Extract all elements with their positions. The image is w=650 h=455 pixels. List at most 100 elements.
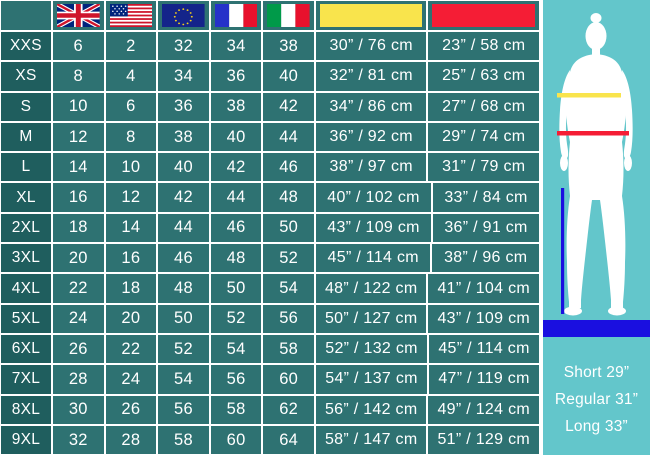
fr-size-cell: 36 — [209, 61, 263, 92]
waist-measurement-cell: 43” / 109 cm — [427, 303, 540, 334]
size-label-cell: XL — [0, 182, 52, 213]
it-size-cell: 62 — [262, 394, 315, 425]
table-row: L 14 10 40 42 46 38” / 97 cm 31” / 79 cm — [0, 152, 540, 183]
table-row: S 10 6 36 38 42 34” / 86 cm 27” / 68 cm — [0, 91, 540, 122]
header-fr-cell — [209, 0, 263, 31]
fr-size-cell: 52 — [209, 303, 263, 334]
table-row: XS 8 4 34 36 40 32” / 81 cm 25” / 63 cm — [0, 61, 540, 92]
length-option-long: Long 33” — [565, 418, 628, 435]
table-row: 5XL 24 20 50 52 56 50” / 127 cm 43” / 109 cm — [0, 303, 540, 334]
bust-measurement-cell: 54” / 137 cm — [314, 364, 429, 395]
waist-measurement-cell: 33” / 84 cm — [432, 182, 540, 213]
it-size-cell: 40 — [262, 61, 315, 92]
size-label-cell: S — [0, 91, 52, 122]
bust-measurement-cell: 50” / 127 cm — [314, 303, 428, 334]
us-size-cell: 22 — [104, 333, 158, 365]
fr-size-cell: 50 — [209, 273, 263, 304]
waist-measurement-cell: 23” / 58 cm — [427, 31, 540, 62]
uk-size-cell: 32 — [52, 424, 105, 455]
uk-size-cell: 8 — [52, 61, 105, 92]
header-us-cell — [104, 0, 158, 31]
waist-measurement-cell: 38” / 96 cm — [431, 243, 540, 274]
fr-size-cell: 60 — [209, 424, 263, 455]
it-size-cell: 46 — [262, 152, 315, 183]
eu-size-cell: 40 — [157, 152, 210, 183]
fr-size-cell: 56 — [209, 364, 263, 395]
size-label-cell: 9XL — [0, 424, 52, 455]
us-size-cell: 12 — [104, 182, 158, 213]
us-flag-icon — [109, 4, 153, 27]
us-size-cell: 26 — [104, 394, 158, 425]
waist-color-swatch — [432, 4, 535, 27]
us-size-cell: 28 — [104, 424, 158, 455]
us-size-cell: 8 — [104, 121, 158, 153]
bust-measurement-cell: 34” / 86 cm — [314, 91, 428, 122]
length-option-regular: Regular 31” — [554, 391, 639, 408]
waist-measurement-cell: 29” / 74 cm — [427, 121, 540, 153]
waist-measurement-cell: 47” / 119 cm — [428, 364, 540, 395]
bust-measurement-cell: 40” / 102 cm — [314, 182, 433, 213]
uk-size-cell: 18 — [52, 212, 105, 244]
size-label-cell: 2XL — [0, 212, 52, 244]
size-label-cell: XXS — [0, 31, 52, 62]
fr-size-cell: 38 — [209, 91, 263, 122]
fr-size-cell: 48 — [209, 243, 263, 274]
uk-size-cell: 24 — [52, 303, 105, 334]
it-size-cell: 44 — [262, 121, 315, 153]
eu-size-cell: 52 — [157, 333, 210, 365]
header-size-cell — [0, 0, 52, 31]
us-size-cell: 20 — [104, 303, 158, 334]
it-size-cell: 54 — [262, 273, 315, 304]
eu-size-cell: 42 — [157, 182, 210, 213]
table-row: 9XL 32 28 58 60 64 58” / 147 cm 51” / 129 cm — [0, 424, 540, 455]
table-body: XXS 6 2 32 34 38 30” / 76 cm 23” / 58 cm XS 8 4 34 3… — [0, 31, 540, 455]
waist-measurement-cell: 41” / 104 cm — [427, 273, 540, 304]
eu-size-cell: 54 — [157, 364, 210, 395]
us-size-cell: 18 — [104, 273, 158, 304]
inseam-length-bar — [543, 320, 650, 337]
it-size-cell: 60 — [262, 364, 315, 395]
eu-size-cell: 34 — [157, 61, 210, 92]
us-size-cell: 10 — [104, 152, 158, 183]
uk-size-cell: 28 — [52, 364, 105, 395]
table-row: M 12 8 38 40 44 36” / 92 cm 29” / 74 cm — [0, 121, 540, 153]
it-size-cell: 48 — [262, 182, 315, 213]
eu-size-cell: 46 — [157, 243, 210, 274]
uk-size-cell: 22 — [52, 273, 105, 304]
header-uk-cell — [52, 0, 105, 31]
italy-flag-icon — [267, 4, 310, 27]
fr-size-cell: 34 — [209, 31, 263, 62]
size-conversion-table: XXS 6 2 32 34 38 30” / 76 cm 23” / 58 cm XS 8 4 34 3… — [0, 0, 540, 455]
table-row: XL 16 12 42 44 48 40” / 102 cm 33” / 84 cm — [0, 182, 540, 213]
fr-size-cell: 40 — [209, 121, 263, 153]
table-row: 3XL 20 16 46 48 52 45” / 114 cm 38” / 96 cm — [0, 243, 540, 274]
size-label-cell: 3XL — [0, 243, 52, 274]
size-label-cell: 6XL — [0, 333, 52, 365]
header-waist-cell — [427, 0, 540, 31]
us-size-cell: 6 — [104, 91, 158, 122]
bust-measurement-cell: 48” / 122 cm — [314, 273, 428, 304]
measurement-guide-panel: Short 29” Regular 31” Long 33” — [540, 0, 650, 455]
us-size-cell: 24 — [104, 364, 158, 395]
eu-size-cell: 44 — [157, 212, 210, 244]
waist-measurement-cell: 27” / 68 cm — [427, 91, 540, 122]
us-size-cell: 4 — [104, 61, 158, 92]
it-size-cell: 38 — [262, 31, 315, 62]
eu-size-cell: 58 — [157, 424, 210, 455]
size-label-cell: XS — [0, 61, 52, 92]
female-body-silhouette — [543, 0, 650, 318]
size-label-cell: M — [0, 121, 52, 153]
size-label-cell: 7XL — [0, 364, 52, 395]
bust-measurement-cell: 45” / 114 cm — [314, 243, 432, 274]
uk-size-cell: 26 — [52, 333, 105, 365]
it-size-cell: 64 — [262, 424, 315, 455]
fr-size-cell: 46 — [209, 212, 263, 244]
it-size-cell: 58 — [262, 333, 315, 365]
waist-measurement-cell: 49” / 124 cm — [427, 394, 540, 425]
size-label-cell: 4XL — [0, 273, 52, 304]
waist-measurement-cell: 36” / 91 cm — [432, 212, 540, 244]
uk-flag-icon — [57, 4, 100, 27]
bust-measurement-cell: 43” / 109 cm — [314, 212, 433, 244]
bust-color-swatch — [319, 4, 423, 27]
size-label-cell: L — [0, 152, 52, 183]
